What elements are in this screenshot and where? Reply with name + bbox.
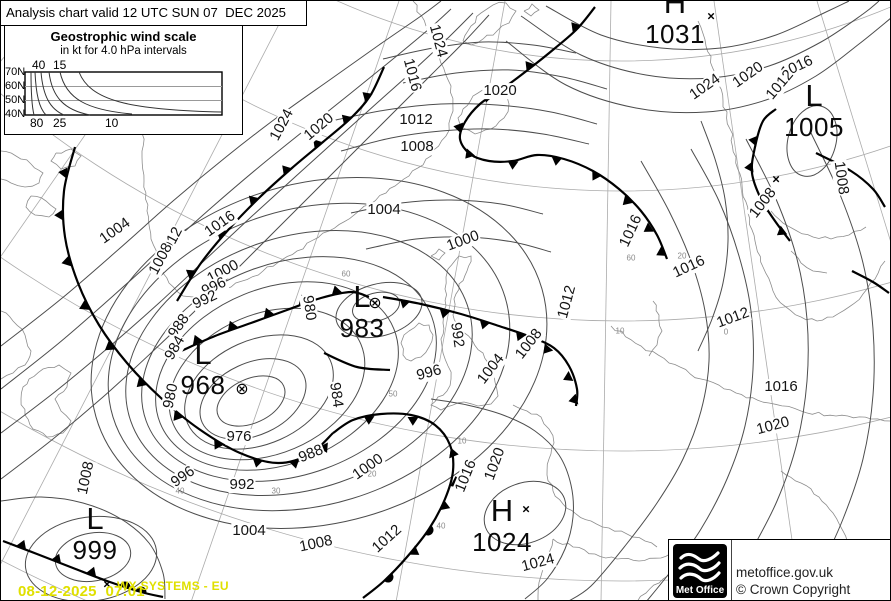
- metoffice-logo: Met Office: [669, 540, 732, 600]
- metoffice-credit-box: Met Office metoffice.gov.uk © Crown Copy…: [668, 539, 890, 600]
- wind-scale-bottom-10: 10: [105, 116, 119, 130]
- wind-scale-bottom-80: 80: [30, 116, 44, 130]
- wind-scale-lat-70n: 70N: [5, 66, 26, 78]
- wind-scale-lat-50n: 50N: [5, 94, 26, 106]
- wind-scale-subtitle: in kt for 4.0 hPa intervals: [60, 45, 187, 57]
- wind-scale-title: Geostrophic wind scale: [50, 29, 197, 44]
- wind-scale-top-15: 15: [53, 58, 67, 72]
- wind-scale-lat-40n: 40N: [5, 108, 26, 120]
- metoffice-logo-icon: Met Office: [673, 544, 727, 598]
- metoffice-website: metoffice.gov.uk: [736, 565, 834, 580]
- wind-scale-top-40: 40: [32, 58, 46, 72]
- wind-scale-bottom-25: 25: [53, 116, 67, 130]
- source-annotation: WX SYSTEMS - EU: [117, 579, 229, 593]
- wind-scale-box: Geostrophic wind scale in kt for 4.0 hPa…: [4, 25, 243, 135]
- metoffice-logo-text: Met Office: [676, 585, 725, 596]
- wind-scale-lat-60n: 60N: [5, 80, 26, 92]
- weather-fronts: [2, 6, 890, 599]
- chart-title: Analysis chart valid 12 UTC SUN 07 DEC 2…: [1, 1, 307, 26]
- crown-copyright: © Crown Copyright: [736, 582, 851, 597]
